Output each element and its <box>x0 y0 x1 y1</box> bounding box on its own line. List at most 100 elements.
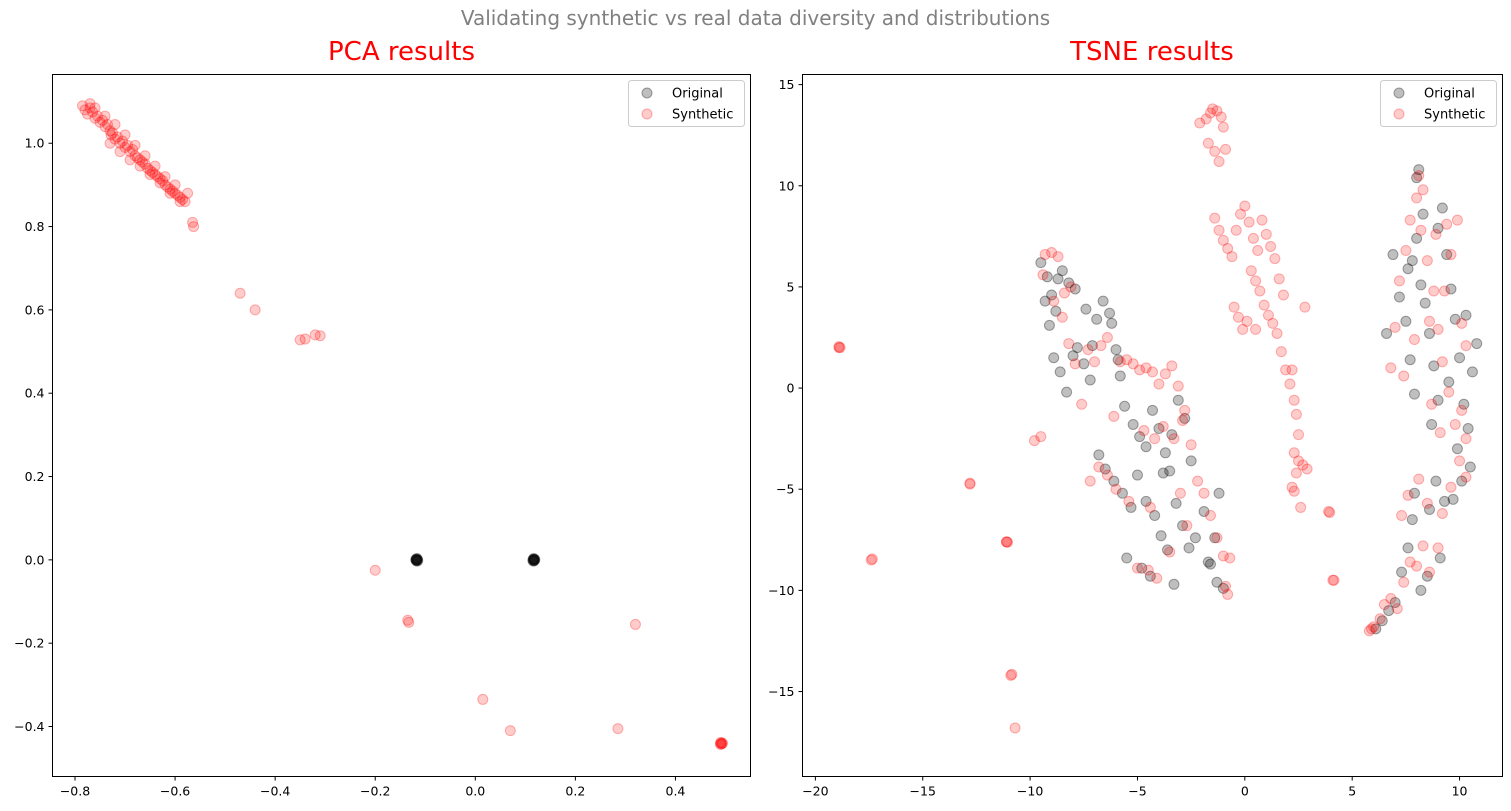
pca-synthetic-point <box>144 164 156 176</box>
tsne-original-point <box>1211 576 1223 588</box>
tsne-original-point <box>1106 317 1118 329</box>
tsne-original-point <box>1445 283 1457 295</box>
tsne-synthetic-point <box>1400 245 1412 257</box>
tsne-synthetic-point <box>1284 378 1296 390</box>
tsne-legend-original-label: Original <box>1424 87 1475 102</box>
tsne-synthetic-point <box>1123 495 1135 507</box>
tsne-original-point <box>1108 475 1120 487</box>
tsne-synthetic-point <box>1290 408 1302 420</box>
tsne-original-point <box>1460 309 1472 321</box>
tsne-original-point <box>1466 366 1478 378</box>
pca-synthetic-point <box>149 168 161 180</box>
tsne-subplot: TSNE results −20 −15 −10 −5 0 5 10 −15 −10 −5 0 5 1… <box>768 37 1503 799</box>
tsne-synthetic-point <box>1235 208 1247 220</box>
tsne-synthetic-point <box>964 478 976 490</box>
tsne-synthetic-point <box>1250 323 1262 335</box>
tsne-original-point <box>1383 605 1395 617</box>
tsne-synthetic-point <box>1209 212 1221 224</box>
pca-y-tick-label: 0.8 <box>25 219 45 234</box>
pca-synthetic-point <box>84 98 96 110</box>
tsne-synthetic-point <box>1260 228 1272 240</box>
pca-legend-synthetic-marker <box>641 108 653 120</box>
tsne-synthetic-point <box>1237 323 1249 335</box>
tsne-synthetic-point <box>1048 295 1060 307</box>
tsne-synthetic-point <box>1295 501 1307 513</box>
tsne-synthetic-point <box>1445 481 1457 493</box>
tsne-synthetic-point <box>1256 214 1268 226</box>
tsne-synthetic-point <box>1217 550 1229 562</box>
tsne-original-point <box>1147 404 1158 416</box>
tsne-synthetic-point <box>1239 200 1251 212</box>
tsne-y-tick-label: 15 <box>779 77 795 92</box>
tsne-original-point <box>1078 358 1090 370</box>
pca-synthetic-point <box>92 110 104 122</box>
pca-synthetic-point <box>104 125 116 137</box>
tsne-original-point <box>1406 514 1418 526</box>
tsne-original-point <box>1417 208 1429 220</box>
tsne-synthetic-point <box>1226 251 1238 263</box>
pca-original-point <box>529 553 541 565</box>
tsne-synthetic-point <box>1288 447 1300 459</box>
tsne-synthetic-point <box>1247 232 1259 244</box>
pca-x-tick-label: −0.8 <box>60 784 90 799</box>
pca-synthetic-point <box>314 330 326 342</box>
tsne-synthetic-point <box>1366 623 1378 635</box>
tsne-original-point <box>1035 257 1047 269</box>
tsne-x-tick-label: 0 <box>1241 784 1249 799</box>
tsne-synthetic-point <box>1404 556 1416 568</box>
pca-synthetic-point <box>169 179 181 191</box>
tsne-synthetic-point <box>1185 439 1197 451</box>
tsne-synthetic-point <box>1286 364 1298 376</box>
tsne-original-point <box>1063 277 1075 289</box>
pca-synthetic-point <box>477 693 489 705</box>
tsne-original-point <box>1387 249 1399 261</box>
pca-y-axis: −0.4 −0.2 0.0 0.2 0.4 0.6 0.8 1.0 <box>14 136 53 734</box>
tsne-original-point <box>1393 291 1405 303</box>
tsne-original-point <box>1370 623 1382 635</box>
pca-original-point <box>527 555 539 567</box>
tsne-synthetic-point <box>1069 358 1081 370</box>
tsne-original-point <box>1430 475 1442 487</box>
tsne-original-point <box>1408 388 1420 400</box>
tsne-original-point <box>1189 532 1201 544</box>
pca-synthetic-point <box>79 104 91 116</box>
pca-original-point <box>528 554 540 566</box>
tsne-synthetic-point <box>1398 370 1410 382</box>
tsne-y-tick-label: −5 <box>776 482 794 497</box>
pca-synthetic-point <box>152 171 164 183</box>
tsne-synthetic-point <box>1198 487 1210 499</box>
tsne-synthetic-point <box>1207 103 1219 115</box>
tsne-synthetic-point <box>1009 722 1021 734</box>
tsne-synthetic-point <box>1286 481 1298 493</box>
pca-synthetic-point <box>144 168 156 180</box>
tsne-original-point <box>1209 532 1221 544</box>
tsne-original-point <box>1402 263 1414 275</box>
tsne-synthetic-point <box>1290 467 1302 479</box>
tsne-synthetic-point <box>1415 224 1427 236</box>
tsne-original-point <box>1052 273 1064 285</box>
pca-synthetic-point <box>299 333 311 345</box>
tsne-original-point <box>1054 366 1066 378</box>
pca-synthetic-point <box>249 304 261 316</box>
tsne-original-point <box>1447 493 1459 505</box>
tsne-original-point <box>1451 443 1463 455</box>
tsne-original-point <box>1149 510 1161 522</box>
tsne-synthetic-point <box>1430 228 1442 240</box>
tsne-synthetic-point <box>1089 356 1101 368</box>
tsne-synthetic-point <box>1411 192 1423 204</box>
pca-synthetic-point <box>104 137 116 149</box>
pca-original-point <box>411 553 423 565</box>
tsne-y-axis: −15 −10 −5 0 5 10 15 <box>768 77 803 699</box>
tsne-y-tick-label: −15 <box>768 684 794 699</box>
tsne-original-point <box>1400 315 1412 327</box>
tsne-synthetic-point <box>1277 289 1289 301</box>
pca-synthetic-point <box>179 196 191 208</box>
tsne-synthetic-point <box>1093 461 1105 473</box>
pca-original-point <box>410 555 422 567</box>
tsne-synthetic-point <box>1204 510 1216 522</box>
tsne-synthetic-point <box>1215 111 1227 123</box>
pca-original-point <box>411 555 423 567</box>
pca-synthetic-point <box>89 102 101 114</box>
tsne-synthetic-point <box>1267 317 1279 329</box>
tsne-original-point <box>1423 327 1435 339</box>
